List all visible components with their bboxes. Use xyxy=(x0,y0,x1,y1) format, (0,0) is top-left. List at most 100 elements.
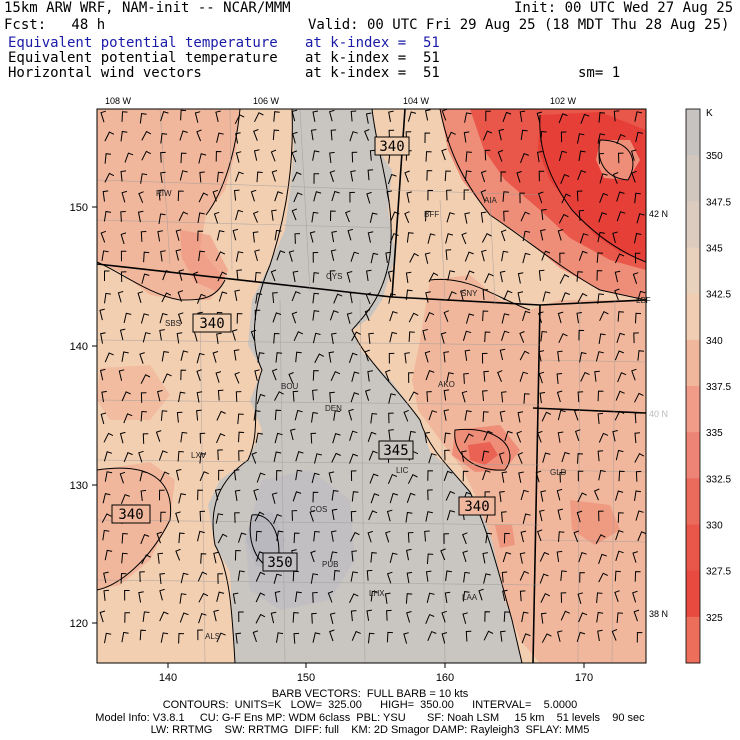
wind-barb xyxy=(117,291,124,303)
wind-barb xyxy=(254,369,260,381)
wind-barb xyxy=(178,632,185,644)
wind-barb xyxy=(235,209,244,221)
wind-barb xyxy=(140,489,147,501)
wind-barb xyxy=(617,512,624,523)
y-tick-label: 130 xyxy=(70,480,88,492)
wind-barb xyxy=(519,110,526,122)
wind-barb xyxy=(388,429,394,441)
wind-barb xyxy=(234,371,240,384)
contour-legend: CONTOURS: UNITS=K LOW= 325.00 HIGH= 350.… xyxy=(162,699,578,711)
wind-barb xyxy=(331,332,337,344)
wind-barb xyxy=(598,212,607,223)
wind-barb xyxy=(140,374,151,384)
wind-barb xyxy=(103,432,114,443)
colorbar-unit: K xyxy=(706,108,713,119)
wind-barb xyxy=(576,190,583,202)
model-info-2: LW: RRTMG SW: RRTMG DIFF: full KM: 2D Sm… xyxy=(150,724,590,736)
wind-barb xyxy=(237,413,244,424)
wind-barb xyxy=(253,149,260,161)
wind-barb xyxy=(503,611,510,622)
wind-barb xyxy=(140,533,150,545)
field-level-3: at k-index = 51 xyxy=(305,65,440,81)
wind-barb xyxy=(314,453,322,464)
wind-barb xyxy=(519,590,526,602)
wind-barb xyxy=(159,611,169,622)
wind-barb xyxy=(427,189,434,201)
wind-barb xyxy=(274,191,283,202)
wind-barb xyxy=(218,469,224,481)
wind-barb xyxy=(103,571,109,584)
station-label: LAA xyxy=(462,593,478,602)
station-label: AKO xyxy=(438,380,455,389)
wind-barb xyxy=(274,591,281,603)
wind-barb xyxy=(521,633,531,644)
wind-barb xyxy=(235,632,242,644)
wind-barb xyxy=(520,489,529,501)
wind-barb xyxy=(140,173,148,184)
wind-barb xyxy=(330,551,338,562)
wind-barb xyxy=(540,229,546,241)
wind-barb xyxy=(407,111,417,122)
wind-barb xyxy=(119,431,126,444)
wind-barb xyxy=(217,449,223,461)
wind-barb xyxy=(406,232,414,243)
wind-barb xyxy=(124,152,134,163)
wind-barb xyxy=(255,293,263,304)
wind-barb xyxy=(198,250,205,262)
wind-barb xyxy=(314,353,325,364)
wind-barb xyxy=(119,471,126,484)
wind-barb xyxy=(559,471,566,483)
wind-barb xyxy=(386,609,392,621)
wind-barb xyxy=(213,551,219,564)
contour-label: 350 xyxy=(267,555,292,571)
wind-barb xyxy=(104,352,114,363)
peach-east xyxy=(412,275,646,663)
wind-barb xyxy=(484,331,491,343)
wind-barb xyxy=(273,451,282,462)
red-east-1 xyxy=(468,442,498,465)
wind-barb xyxy=(216,433,226,444)
wind-barb xyxy=(330,530,337,542)
wind-barb xyxy=(295,469,303,481)
wind-barb xyxy=(540,130,547,142)
wind-barb xyxy=(441,109,448,121)
wind-barb xyxy=(636,631,643,643)
wind-barb xyxy=(180,109,187,121)
wind-barb xyxy=(272,129,280,141)
wind-barb xyxy=(445,570,452,581)
wind-barb xyxy=(291,291,301,302)
wind-barb xyxy=(291,109,298,122)
wind-barb xyxy=(577,453,584,464)
wind-barb xyxy=(615,390,625,401)
wind-barb xyxy=(140,392,147,403)
wind-barb xyxy=(350,610,357,622)
wind-barb xyxy=(519,350,530,361)
wind-barb xyxy=(312,491,319,503)
wind-barb xyxy=(424,350,431,363)
wind-barb xyxy=(311,211,319,223)
wind-barb xyxy=(557,350,563,362)
wind-barb xyxy=(121,190,128,203)
station-label: ALS xyxy=(205,632,220,641)
peach-west-south xyxy=(97,462,175,590)
wind-barb xyxy=(441,148,447,161)
wind-barb xyxy=(349,131,358,142)
colorbar-swatch xyxy=(686,155,700,202)
contour-label-group: 340 340 345 340 340 350 xyxy=(111,136,496,572)
wind-barb xyxy=(329,612,336,625)
wind-barb xyxy=(329,629,335,642)
wind-barb xyxy=(560,610,571,621)
wind-barb xyxy=(311,472,320,484)
wind-barb xyxy=(232,592,239,604)
wind-barb xyxy=(254,309,261,321)
wind-barb xyxy=(120,130,128,142)
wind-barb xyxy=(517,291,524,303)
wind-barb xyxy=(577,169,587,181)
wind-barb xyxy=(612,430,618,442)
wind-barb xyxy=(539,509,545,522)
wind-barb xyxy=(482,552,488,564)
wind-barb xyxy=(121,351,129,362)
wind-barb xyxy=(463,189,470,201)
wind-barb xyxy=(313,173,320,184)
wind-barb xyxy=(197,489,203,501)
